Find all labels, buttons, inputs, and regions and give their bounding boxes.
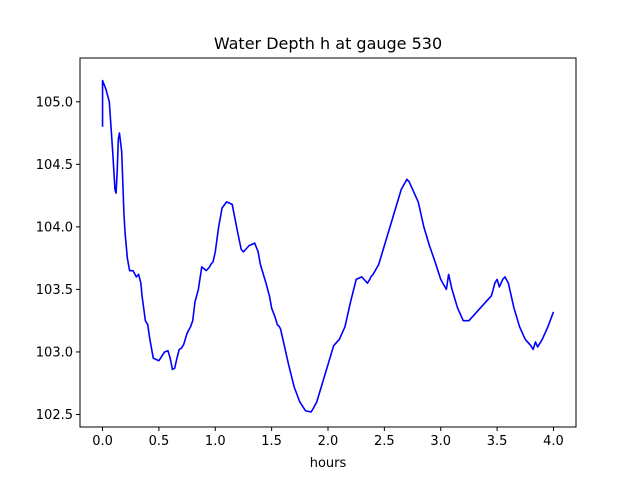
x-axis-label: hours (310, 456, 347, 471)
y-tick-label: 102.5 (36, 408, 73, 423)
x-tick-label: 2.0 (318, 434, 339, 449)
y-tick-label: 103.0 (36, 345, 73, 360)
x-tick-label: 2.5 (374, 434, 395, 449)
x-tick-label: 0.5 (149, 434, 170, 449)
x-tick-label: 3.0 (430, 434, 451, 449)
x-tick-label: 3.5 (487, 434, 508, 449)
x-tick-label: 1.0 (205, 434, 226, 449)
plot-area (101, 79, 555, 413)
y-tick-label: 103.5 (36, 283, 73, 298)
y-axis: 102.5 103.0 103.5 104.0 104.5 105.0 (36, 95, 80, 423)
y-tick-label: 104.0 (36, 220, 73, 235)
x-tick-label: 4.0 (543, 434, 564, 449)
x-axis: 0.0 0.5 1.0 1.5 2.0 2.5 3.0 3.5 4.0 (92, 427, 564, 449)
y-tick-label: 105.0 (36, 95, 73, 110)
chart-title: Water Depth h at gauge 530 (214, 34, 442, 53)
x-tick-label: 0.0 (92, 434, 113, 449)
y-tick-label: 104.5 (36, 158, 73, 173)
x-tick-label: 1.5 (261, 434, 282, 449)
series-line-0 (101, 79, 555, 413)
